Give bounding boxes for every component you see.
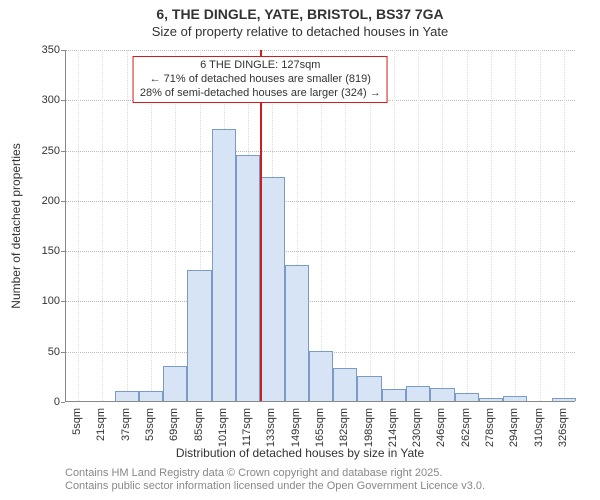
histogram-bar: [382, 389, 406, 401]
x-tick-label: 165sqm: [314, 408, 326, 447]
histogram-bar: [139, 391, 163, 401]
footnote-line-1: Contains HM Land Registry data © Crown c…: [65, 467, 575, 481]
y-tick-label: 200: [0, 195, 60, 207]
histogram-bar: [309, 351, 333, 401]
x-tick-label: 246sqm: [435, 408, 447, 447]
annotation-box: 6 THE DINGLE: 127sqm ← 71% of detached h…: [133, 56, 388, 103]
histogram-bar: [163, 366, 187, 401]
x-tick-label: 21sqm: [95, 408, 107, 441]
y-tick-label: 250: [0, 145, 60, 157]
histogram-bar: [285, 265, 309, 401]
y-tick-label: 100: [0, 295, 60, 307]
histogram-bar: [236, 155, 260, 401]
histogram-bar: [430, 388, 454, 401]
footnote-line-2: Contains public sector information licen…: [65, 480, 575, 494]
x-tick-label: 149sqm: [290, 408, 302, 447]
footnote: Contains HM Land Registry data © Crown c…: [65, 467, 575, 495]
x-tick-label: 198sqm: [363, 408, 375, 447]
x-tick-label: 278sqm: [484, 408, 496, 447]
y-tick-label: 0: [0, 396, 60, 408]
x-tick-label: 37sqm: [120, 408, 132, 441]
page-title: 6, THE DINGLE, YATE, BRISTOL, BS37 7GA: [0, 6, 600, 22]
x-tick-label: 53sqm: [144, 408, 156, 441]
histogram-bar: [406, 386, 430, 401]
histogram-bar: [212, 129, 236, 401]
x-tick-label: 294sqm: [508, 408, 520, 447]
y-tick-label: 150: [0, 245, 60, 257]
histogram-bar: [115, 391, 139, 401]
histogram-bar: [333, 368, 357, 401]
x-tick-label: 133sqm: [265, 408, 277, 447]
x-tick-label: 262sqm: [460, 408, 472, 447]
y-tick-label: 300: [0, 94, 60, 106]
histogram-bar: [479, 398, 503, 401]
histogram-bar: [503, 396, 527, 401]
y-tick-label: 50: [0, 346, 60, 358]
chart-container: 6, THE DINGLE, YATE, BRISTOL, BS37 7GA S…: [0, 0, 600, 500]
histogram-bar: [187, 270, 211, 401]
annotation-line-2: ← 71% of detached houses are smaller (81…: [140, 73, 381, 87]
histogram-bar: [260, 177, 284, 401]
x-axis-label: Distribution of detached houses by size …: [0, 446, 600, 460]
annotation-line-1: 6 THE DINGLE: 127sqm: [140, 59, 381, 73]
x-tick-label: 214sqm: [387, 408, 399, 447]
x-tick-label: 117sqm: [241, 408, 253, 446]
x-tick-label: 230sqm: [411, 408, 423, 447]
x-tick-label: 310sqm: [533, 408, 545, 447]
annotation-line-3: 28% of semi-detached houses are larger (…: [140, 87, 381, 101]
x-tick-label: 69sqm: [168, 408, 180, 441]
y-tick-label: 350: [0, 44, 60, 56]
y-axis-label: Number of detached properties: [9, 143, 23, 308]
x-tick-label: 85sqm: [193, 408, 205, 441]
chart-subtitle: Size of property relative to detached ho…: [0, 24, 600, 39]
x-tick-label: 326sqm: [557, 408, 569, 447]
histogram-bar: [552, 398, 576, 401]
x-tick-label: 101sqm: [217, 408, 229, 447]
plot-area: 6 THE DINGLE: 127sqm ← 71% of detached h…: [65, 50, 575, 402]
x-tick-label: 5sqm: [71, 408, 83, 435]
histogram-bar: [455, 393, 479, 401]
x-tick-label: 182sqm: [338, 408, 350, 447]
histogram-bar: [357, 376, 381, 401]
